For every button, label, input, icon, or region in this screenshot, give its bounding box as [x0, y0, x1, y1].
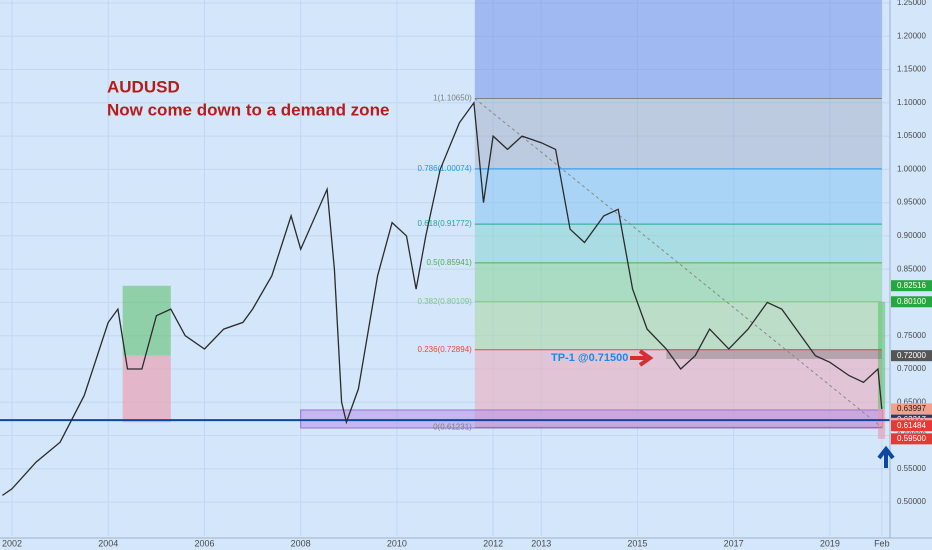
y-tick-label: 1.20000 [897, 31, 926, 40]
x-tick-label: 2012 [483, 538, 503, 548]
y-tick-label: 1.15000 [897, 65, 926, 74]
zone [122, 355, 171, 423]
price-badge-label: 0.61484 [897, 421, 926, 430]
y-tick-label: 1.00000 [897, 164, 926, 173]
y-tick-label: 0.50000 [897, 497, 926, 506]
fib-band [474, 224, 882, 263]
zone [666, 349, 882, 359]
price-badge-label: 0.82516 [897, 281, 926, 290]
x-tick-label: Feb [874, 538, 890, 548]
x-tick-label: 2017 [724, 538, 744, 548]
fib-band [474, 262, 882, 302]
zone [300, 409, 884, 429]
y-tick-label: 1.10000 [897, 98, 926, 107]
x-tick-label: 2019 [820, 538, 840, 548]
fib-label: 0(0.61231) [433, 422, 472, 431]
x-tick-label: 2006 [194, 538, 214, 548]
x-tick-label: 2008 [291, 538, 311, 548]
price-axis-bg [890, 0, 932, 550]
y-tick-label: 1.25000 [897, 0, 926, 7]
y-tick-label: 0.65000 [897, 397, 926, 406]
fib-band [474, 301, 882, 350]
y-tick-label: 0.55000 [897, 464, 926, 473]
price-badge-label: 0.59500 [897, 434, 926, 443]
chart-subtitle: Now come down to a demand zone [107, 100, 389, 119]
price-line [2, 101, 883, 496]
x-tick-label: 2013 [531, 538, 551, 548]
x-tick-label: 2015 [627, 538, 647, 548]
price-badge-label: 0.72000 [897, 351, 926, 360]
zone [474, 0, 882, 99]
fib-band [474, 98, 882, 169]
y-tick-label: 0.85000 [897, 264, 926, 273]
red-arrow [630, 349, 654, 367]
price-badge-label: 0.63997 [897, 404, 926, 413]
price-badge [891, 350, 932, 362]
fib-label: 0.5(0.85941) [426, 258, 472, 267]
price-badge [891, 403, 932, 415]
zone [877, 408, 886, 439]
chart-title: AUDUSD [107, 77, 180, 96]
fib-label: 0.236(0.72894) [418, 345, 473, 354]
price-badge-label: 0.80100 [897, 297, 926, 306]
fib-label: 0.786(1.00074) [418, 164, 473, 173]
zone [122, 285, 171, 356]
y-tick-label: 0.70000 [897, 364, 926, 373]
fib-band [474, 168, 882, 225]
y-tick-label: 1.05000 [897, 131, 926, 140]
fib-label: 1(1.10650) [433, 94, 472, 103]
price-badge [891, 280, 932, 292]
price-badge [891, 433, 932, 445]
price-badge [891, 420, 932, 432]
annotation: TP-1 @0.71500 [551, 352, 628, 364]
x-tick-label: 2004 [98, 538, 118, 548]
price-badge [891, 296, 932, 308]
x-tick-label: 2010 [387, 538, 407, 548]
y-tick-label: 0.75000 [897, 331, 926, 340]
zone [877, 301, 886, 409]
plot: 1(1.10650) 0.786(1.00074) 0.618(0.91772) 0.… [0, 0, 890, 536]
blue-arrow [877, 445, 895, 468]
x-tick-label: 2002 [2, 538, 22, 548]
y-tick-label: 0.95000 [897, 198, 926, 207]
fib-label: 0.382(0.80109) [418, 297, 473, 306]
fib-label: 0.618(0.91772) [418, 219, 473, 228]
y-tick-label: 0.90000 [897, 231, 926, 240]
